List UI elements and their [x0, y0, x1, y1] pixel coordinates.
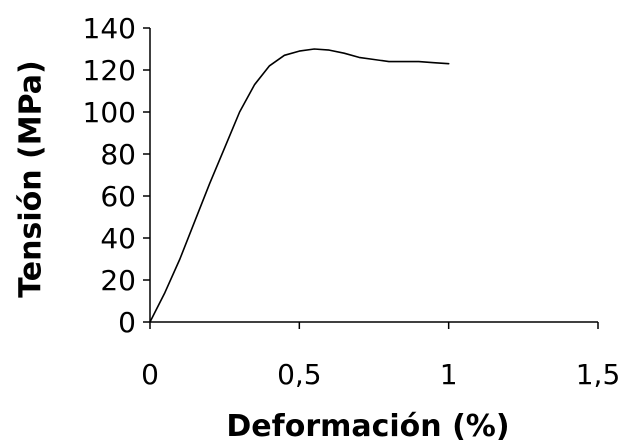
axes — [149, 28, 598, 323]
series-line — [149, 48, 450, 323]
x-tick-label: 0,5 — [277, 358, 322, 391]
x-axis-title: Deformación (%) — [226, 409, 509, 444]
y-tick-label: 140 — [83, 12, 136, 45]
y-tick-label: 80 — [100, 138, 136, 171]
y-tick-label: 20 — [100, 264, 136, 297]
x-tick-label: 1 — [440, 358, 458, 391]
x-tick-label: 0 — [141, 358, 159, 391]
y-tick-label: 100 — [83, 96, 136, 129]
y-axis-title: Tensión (MPa) — [14, 60, 49, 297]
x-tick-label: 1,5 — [576, 358, 621, 391]
y-tick-label: 60 — [100, 180, 136, 213]
y-tick-label: 40 — [100, 222, 136, 255]
x-ticks: 0 0,5 1 1,5 — [141, 322, 620, 391]
y-ticks: 0 20 40 60 80 100 120 140 — [83, 12, 150, 339]
y-tick-label: 0 — [118, 306, 136, 339]
y-tick-label: 120 — [83, 54, 136, 87]
